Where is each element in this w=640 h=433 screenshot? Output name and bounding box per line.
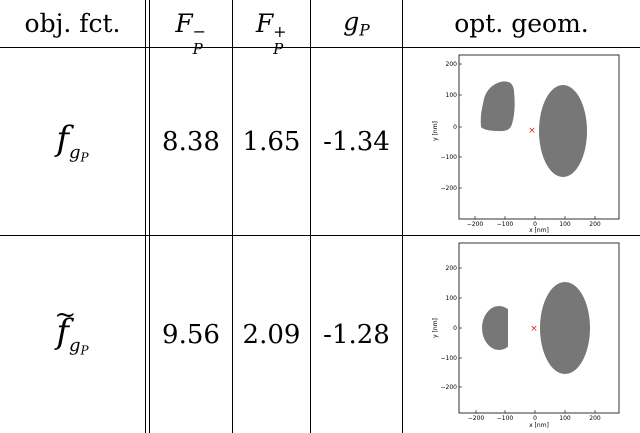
x-tick-label: −100 [497,221,514,228]
geometry-plot-1: × 200 100 0 −100 −200 y [nm] −200 −100 0… [432,54,620,234]
y-tick-label: −100 [441,355,458,362]
objective-f-gp-tilde: ~ fgP [54,299,89,358]
header-optimal-geometry: opt. geom. [403,0,640,47]
x-tick-label: −200 [468,415,485,422]
row2-f-minus-value: 9.56 [162,319,220,350]
row-separator [0,235,640,236]
column-rule [232,0,233,433]
objective-f-gp: fgP [56,118,89,165]
y-tick-label: 100 [446,295,458,302]
center-marker: × [530,324,538,334]
header-f-minus: F − P [150,0,232,58]
geometry-plot-2: × 200 100 0 −100 −200 y [nm] −200 −100 0… [432,242,620,429]
header-objective-function: obj. fct. [0,0,145,47]
x-axis-label: x [nm] [529,227,549,234]
x-axis: −200 −100 0 100 200 x [nm] [468,410,601,429]
left-shape [480,81,515,132]
header-rule [0,47,640,48]
y-tick-label: −200 [441,384,458,391]
y-tick-label: 100 [446,92,458,99]
y-tick-label: −200 [441,185,458,192]
left-shape [482,306,516,350]
g-p-symbol: gP [343,7,370,40]
header-f-plus: F + P [233,0,310,58]
center-marker: × [528,126,536,136]
x-tick-label: 0 [533,221,537,228]
right-shape [539,85,587,177]
column-rule [310,0,311,433]
f-plus-symbol: F + P [255,9,287,58]
tilde-accent: ~ [54,299,77,330]
header-geometry-label: opt. geom. [454,9,589,38]
y-tick-label: 0 [453,124,457,131]
row1-f-minus-value: 8.38 [162,126,220,157]
row1-f-plus-value: 1.65 [242,126,301,157]
x-tick-label: −200 [467,221,484,228]
column-rule [402,0,403,433]
header-objective-label: obj. fct. [24,9,121,38]
x-axis: −200 −100 0 100 200 x [nm] [467,216,601,234]
y-axis: 200 100 0 −100 −200 y [nm] [432,265,462,391]
y-tick-label: 200 [446,265,458,272]
double-rule-left [145,0,146,433]
right-shape [540,282,590,374]
y-axis: 200 100 0 −100 −200 y [nm] [432,61,462,192]
y-tick-label: 200 [446,61,458,68]
row2-g-p-value: -1.28 [323,319,390,350]
y-axis-label: y [nm] [432,318,439,338]
double-rule-right [149,0,150,433]
x-tick-label: 100 [559,221,571,228]
row1-g-p-value: -1.34 [323,126,390,157]
y-axis-label: y [nm] [432,121,439,141]
y-tick-label: 0 [453,325,457,332]
x-tick-label: 0 [533,415,537,422]
x-tick-label: −100 [497,415,514,422]
y-tick-label: −100 [441,154,458,161]
row2-f-plus-value: 2.09 [242,319,301,350]
x-axis-label: x [nm] [529,422,549,429]
x-tick-label: 200 [589,415,601,422]
x-tick-label: 100 [559,415,571,422]
header-g-p: gP [311,0,402,47]
x-tick-label: 200 [589,221,601,228]
f-minus-symbol: F − P [175,9,207,58]
left-shape-cut [508,307,517,350]
plot-frame [458,54,620,220]
